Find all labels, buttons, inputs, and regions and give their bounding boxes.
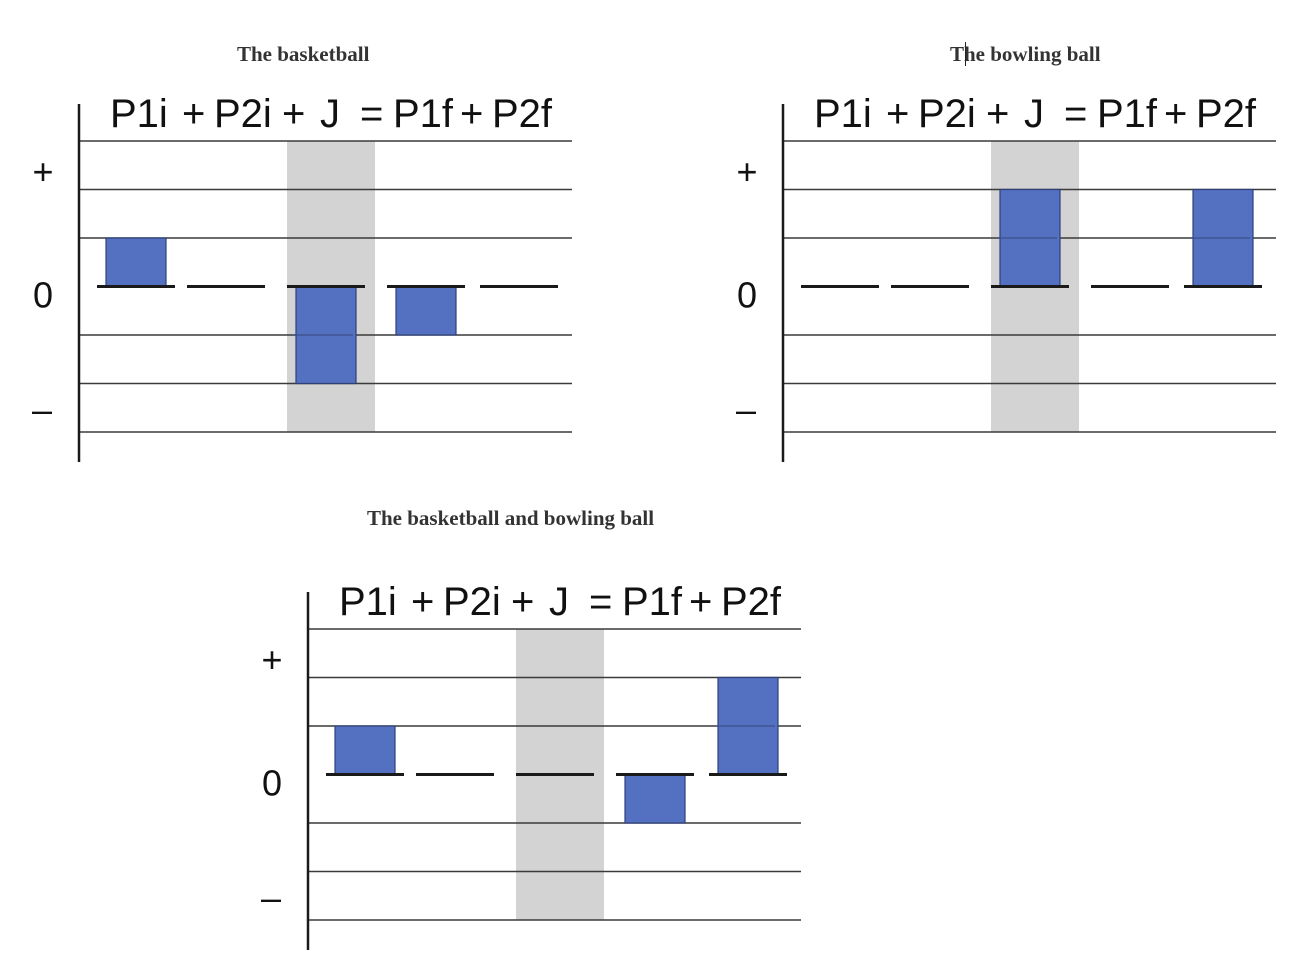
bar-p1i — [105, 237, 167, 288]
axis-label-minus: – — [261, 877, 281, 918]
equation-term-equals: = — [360, 92, 383, 136]
axis-label-plus: + — [32, 151, 53, 192]
bar-p1f — [624, 773, 686, 824]
equation-term-j: J — [1024, 92, 1044, 136]
chart-body: P1i + P2i + J = P1f + P2f+0– — [736, 92, 1276, 462]
equation-term-p2i: P2i — [443, 580, 501, 624]
equation-term-p1f: P1f — [1097, 92, 1158, 136]
axis-label-zero: 0 — [737, 275, 757, 316]
axis-label-plus: + — [736, 151, 757, 192]
equation-term-equals: = — [589, 580, 612, 624]
equation-term-p2f: P2f — [1196, 92, 1257, 136]
equation-term-p2f: P2f — [721, 580, 782, 624]
equation-term-p2i: P2i — [918, 92, 976, 136]
equation-term-plus: + — [689, 580, 712, 624]
chart-title-bowling-ball: The bowling ball — [950, 42, 1101, 66]
equation-term-plus: + — [282, 92, 305, 136]
equation-term-p2i: P2i — [214, 92, 272, 136]
equation-term-plus: + — [182, 92, 205, 136]
text-cursor — [965, 42, 966, 66]
equation-term-j: J — [320, 92, 340, 136]
equation-term-equals: = — [1064, 92, 1087, 136]
equation-term-plus: + — [986, 92, 1009, 136]
axis-label-zero: 0 — [262, 763, 282, 804]
axis-label-minus: – — [32, 389, 52, 430]
equation-term-plus: + — [511, 580, 534, 624]
axis-label-plus: + — [261, 639, 282, 680]
equation-term-plus: + — [411, 580, 434, 624]
equation-term-j: J — [549, 580, 569, 624]
equation-term-p1f: P1f — [393, 92, 454, 136]
axis-label-minus: – — [736, 389, 756, 430]
equation-term-plus: + — [1164, 92, 1187, 136]
equation-term-p2f: P2f — [492, 92, 553, 136]
equation-term-p1f: P1f — [622, 580, 683, 624]
chart-body: P1i + P2i + J = P1f + P2f+0– — [261, 580, 801, 950]
axis-label-zero: 0 — [33, 275, 53, 316]
equation-term-p1i: P1i — [110, 92, 168, 136]
bar-p1i — [334, 725, 396, 776]
equation-term-p1i: P1i — [339, 580, 397, 624]
chart-title-combined: The basketball and bowling ball — [367, 506, 655, 530]
chart-title-basketball: The basketball — [237, 42, 370, 66]
bar-p1f — [395, 285, 457, 336]
equation-term-p1i: P1i — [814, 92, 872, 136]
chart-body: P1i + P2i + J = P1f + P2f+0– — [32, 92, 572, 462]
equation-term-plus: + — [460, 92, 483, 136]
equation-term-plus: + — [886, 92, 909, 136]
